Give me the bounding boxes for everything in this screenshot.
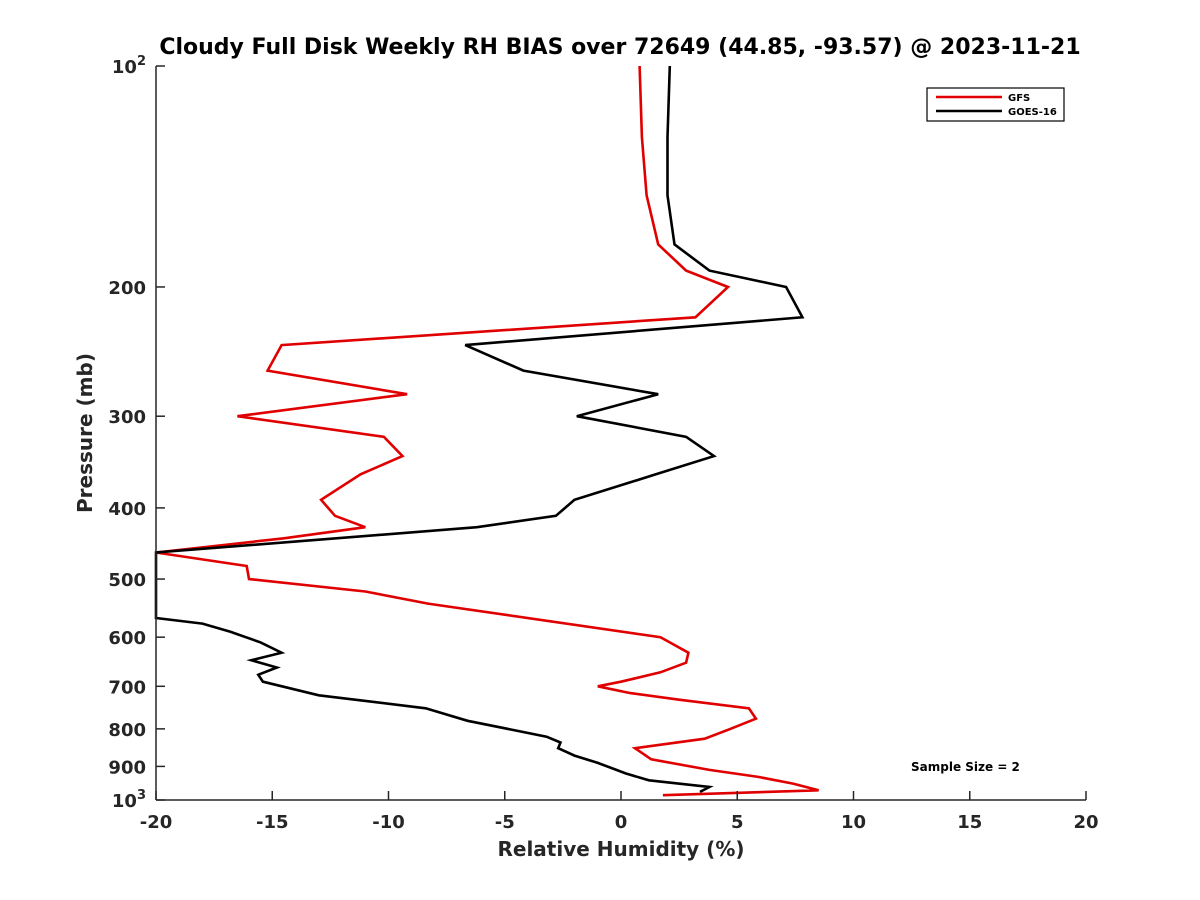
sample-size-annotation: Sample Size = 2 (911, 760, 1020, 774)
legend: GFS GOES-16 (926, 87, 1065, 122)
y-tick-label: 103 (112, 788, 146, 812)
series-line-gfs (155, 65, 819, 797)
legend-label: GOES-16 (1008, 107, 1057, 118)
x-tick-label: -15 (256, 812, 289, 833)
x-tick-label: 5 (731, 812, 744, 833)
y-tick-label: 800 (108, 720, 146, 741)
plot-background (156, 66, 1086, 800)
x-tick-label: 10 (841, 812, 866, 833)
x-tick-label: -10 (372, 812, 405, 833)
x-ticks: -20 -15 -10 -5 0 5 10 15 20 (140, 791, 1099, 833)
x-axis-label: Relative Humidity (%) (497, 837, 744, 861)
x-tick-label: 0 (615, 812, 628, 833)
y-tick-label: 400 (108, 499, 146, 520)
legend-box (926, 87, 1065, 122)
y-tick-label: 700 (108, 677, 146, 698)
x-tick-label: -5 (495, 812, 515, 833)
y-axis-label: Pressure (mb) (73, 353, 97, 513)
plot-area (154, 65, 1086, 801)
y-tick-label: 102 (112, 54, 146, 78)
y-tick-label: 200 (108, 278, 146, 299)
legend-label: GFS (1008, 93, 1030, 104)
y-tick-label: 500 (108, 570, 146, 591)
series-layer (154, 65, 819, 797)
x-tick-label: -20 (140, 812, 173, 833)
y-tick-label: 600 (108, 628, 146, 649)
y-tick-label: 300 (108, 407, 146, 428)
x-tick-label: 15 (957, 812, 982, 833)
chart-title: Cloudy Full Disk Weekly RH BIAS over 726… (159, 35, 1080, 60)
series-line-goes-16 (154, 65, 805, 794)
y-tick-label: 900 (108, 757, 146, 778)
x-tick-label: 20 (1073, 812, 1098, 833)
y-ticks: 102 200 300 400 500 600 700 800 900 103 (108, 54, 165, 812)
